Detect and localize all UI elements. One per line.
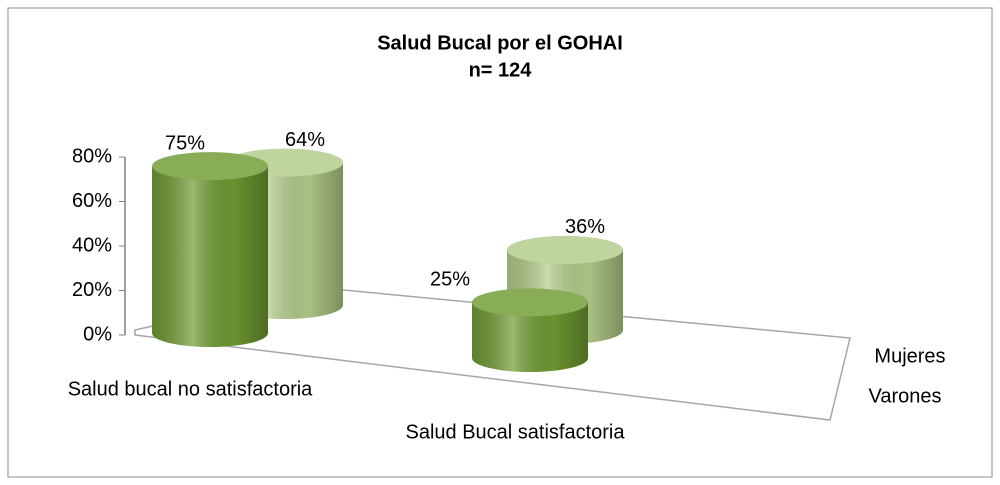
- bar-top-shade: [507, 235, 623, 264]
- y-tick-label: 60%: [72, 190, 112, 212]
- value-label: 36%: [565, 216, 605, 238]
- bar-top: [152, 152, 268, 181]
- bar-shade: [472, 302, 588, 372]
- bar-top: [507, 235, 623, 264]
- cylinder: [472, 288, 588, 372]
- value-label: 75%: [165, 132, 205, 154]
- y-tick-label: 0%: [83, 323, 112, 345]
- y-tick-label: 20%: [72, 279, 112, 301]
- bar-shade: [152, 166, 268, 347]
- legend-label: Mujeres: [874, 345, 945, 367]
- bar-top-shade: [472, 288, 588, 317]
- legend-label: Varones: [868, 385, 941, 407]
- bar-top: [472, 288, 588, 317]
- cylinder: [152, 152, 268, 347]
- y-tick-label: 80%: [72, 145, 112, 167]
- x-tick-label: Salud Bucal satisfactoria: [405, 421, 625, 443]
- y-tick-label: 40%: [72, 234, 112, 256]
- bar-top-shade: [152, 152, 268, 181]
- value-label: 25%: [430, 269, 470, 291]
- chart-subtitle: n= 124: [469, 59, 533, 81]
- x-tick-label: Salud bucal no satisfactoria: [68, 378, 313, 400]
- chart-title: Salud Bucal por el GOHAI: [377, 32, 623, 54]
- value-label: 64%: [285, 129, 325, 151]
